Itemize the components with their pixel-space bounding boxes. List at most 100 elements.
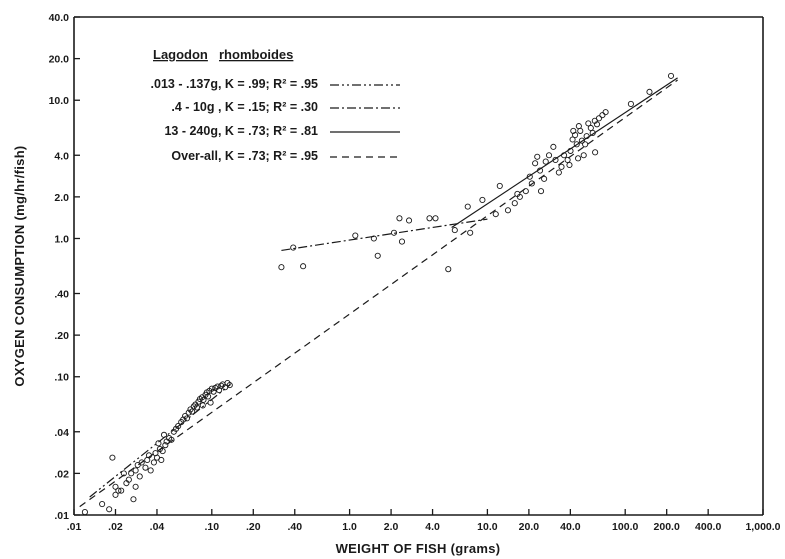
data-point [207,399,214,406]
data-point [193,404,200,411]
data-point [150,459,157,466]
axes [73,16,764,516]
data-point [352,232,359,239]
data-point [112,491,119,498]
data-point [532,160,539,167]
data-point [564,156,571,163]
legend-entry-label: 13 - 240g, K = .73; R² = .81 [164,124,318,138]
x-axis-title: WEIGHT OF FISH (grams) [336,541,501,556]
legend-entries: .013 - .137g, K = .99; R² = .95 .4 - 10g … [151,77,400,163]
data-point [290,244,297,251]
data-point [516,193,523,200]
y-tick-label: .10 [54,372,69,384]
fit-line [79,79,678,508]
data-point [190,403,197,410]
data-point [599,112,606,119]
data-point [134,461,141,469]
data-point [175,422,182,430]
data-point [572,132,579,139]
data-point [595,115,603,122]
data-point [205,393,212,400]
data-point [646,88,653,95]
data-point [278,264,285,271]
data-point [667,72,675,79]
legend-entry-label: .4 - 10g , K = .15; R² = .30 [171,100,318,114]
x-tick-label: .01 [67,521,82,533]
data-point [132,483,139,490]
x-tick-label: 20.0 [519,521,540,533]
x-tick-label: 400.0 [695,521,721,533]
data-point [627,100,634,108]
data-point [580,152,587,159]
data-point [522,188,529,195]
data-point [185,409,192,416]
data-point [526,173,533,180]
data-point [451,227,458,234]
data-point [582,141,589,148]
data-point [496,182,503,189]
y-tick-label: 4.0 [54,150,69,162]
data-point [528,180,535,187]
data-point [569,136,576,143]
data-point [300,263,307,270]
data-point [583,133,590,140]
data-point [158,456,165,464]
data-point [593,121,601,128]
data-point [561,152,568,159]
data-point [536,167,544,174]
data-point [125,476,132,483]
data-point [558,163,565,170]
data-point [550,143,557,150]
x-tick-label: 1,000.0 [745,521,780,533]
data-point [112,483,119,490]
fit-line [89,383,232,498]
y-tick-label: .02 [54,468,69,480]
data-point [120,470,127,477]
data-point [132,467,139,474]
x-tick-label: .20 [246,521,261,533]
data-point [218,382,225,389]
data-point [592,149,599,156]
data-point [504,207,512,214]
legend-title-species: rhomboides [219,47,293,62]
x-ticks: .01 .02 .04 .10 .20 .40 1.0 2.0 4.0 10.0 20.0 40.0 1… [67,509,781,533]
y-tick-label: 40.0 [49,12,70,24]
data-point [180,416,187,423]
data-point [511,200,518,207]
data-point [575,155,582,162]
x-tick-label: 40.0 [560,521,581,533]
data-point [147,467,154,474]
x-tick-label: 10.0 [477,521,498,533]
data-point [145,452,153,459]
x-tick-label: 2.0 [384,521,399,533]
data-point [208,385,215,392]
data-point [479,196,486,204]
data-point [115,487,122,494]
data-point [432,215,439,222]
data-point [573,141,580,148]
data-point [81,509,88,516]
y-tick-label: 2.0 [54,192,69,204]
data-point [567,147,574,154]
x-tick-label: .04 [150,521,165,533]
data-point [99,501,106,508]
y-tick-label: 10.0 [49,95,70,107]
data-point [136,473,143,480]
data-point [541,175,548,182]
data-point [578,137,585,144]
data-point [199,402,206,409]
x-tick-label: 100.0 [612,521,638,533]
data-point [467,229,474,236]
x-tick-label: .10 [204,521,219,533]
data-point [130,496,137,503]
data-point [585,120,592,127]
data-point [142,464,149,471]
fit-line [281,218,488,252]
data-point [542,158,549,165]
data-point [183,415,190,422]
data-point [464,203,471,210]
data-point [109,454,116,461]
legend-entry-label: Over-all, K = .73; R² = .95 [171,149,318,163]
data-point [492,211,499,218]
x-tick-label: 4.0 [425,521,440,533]
